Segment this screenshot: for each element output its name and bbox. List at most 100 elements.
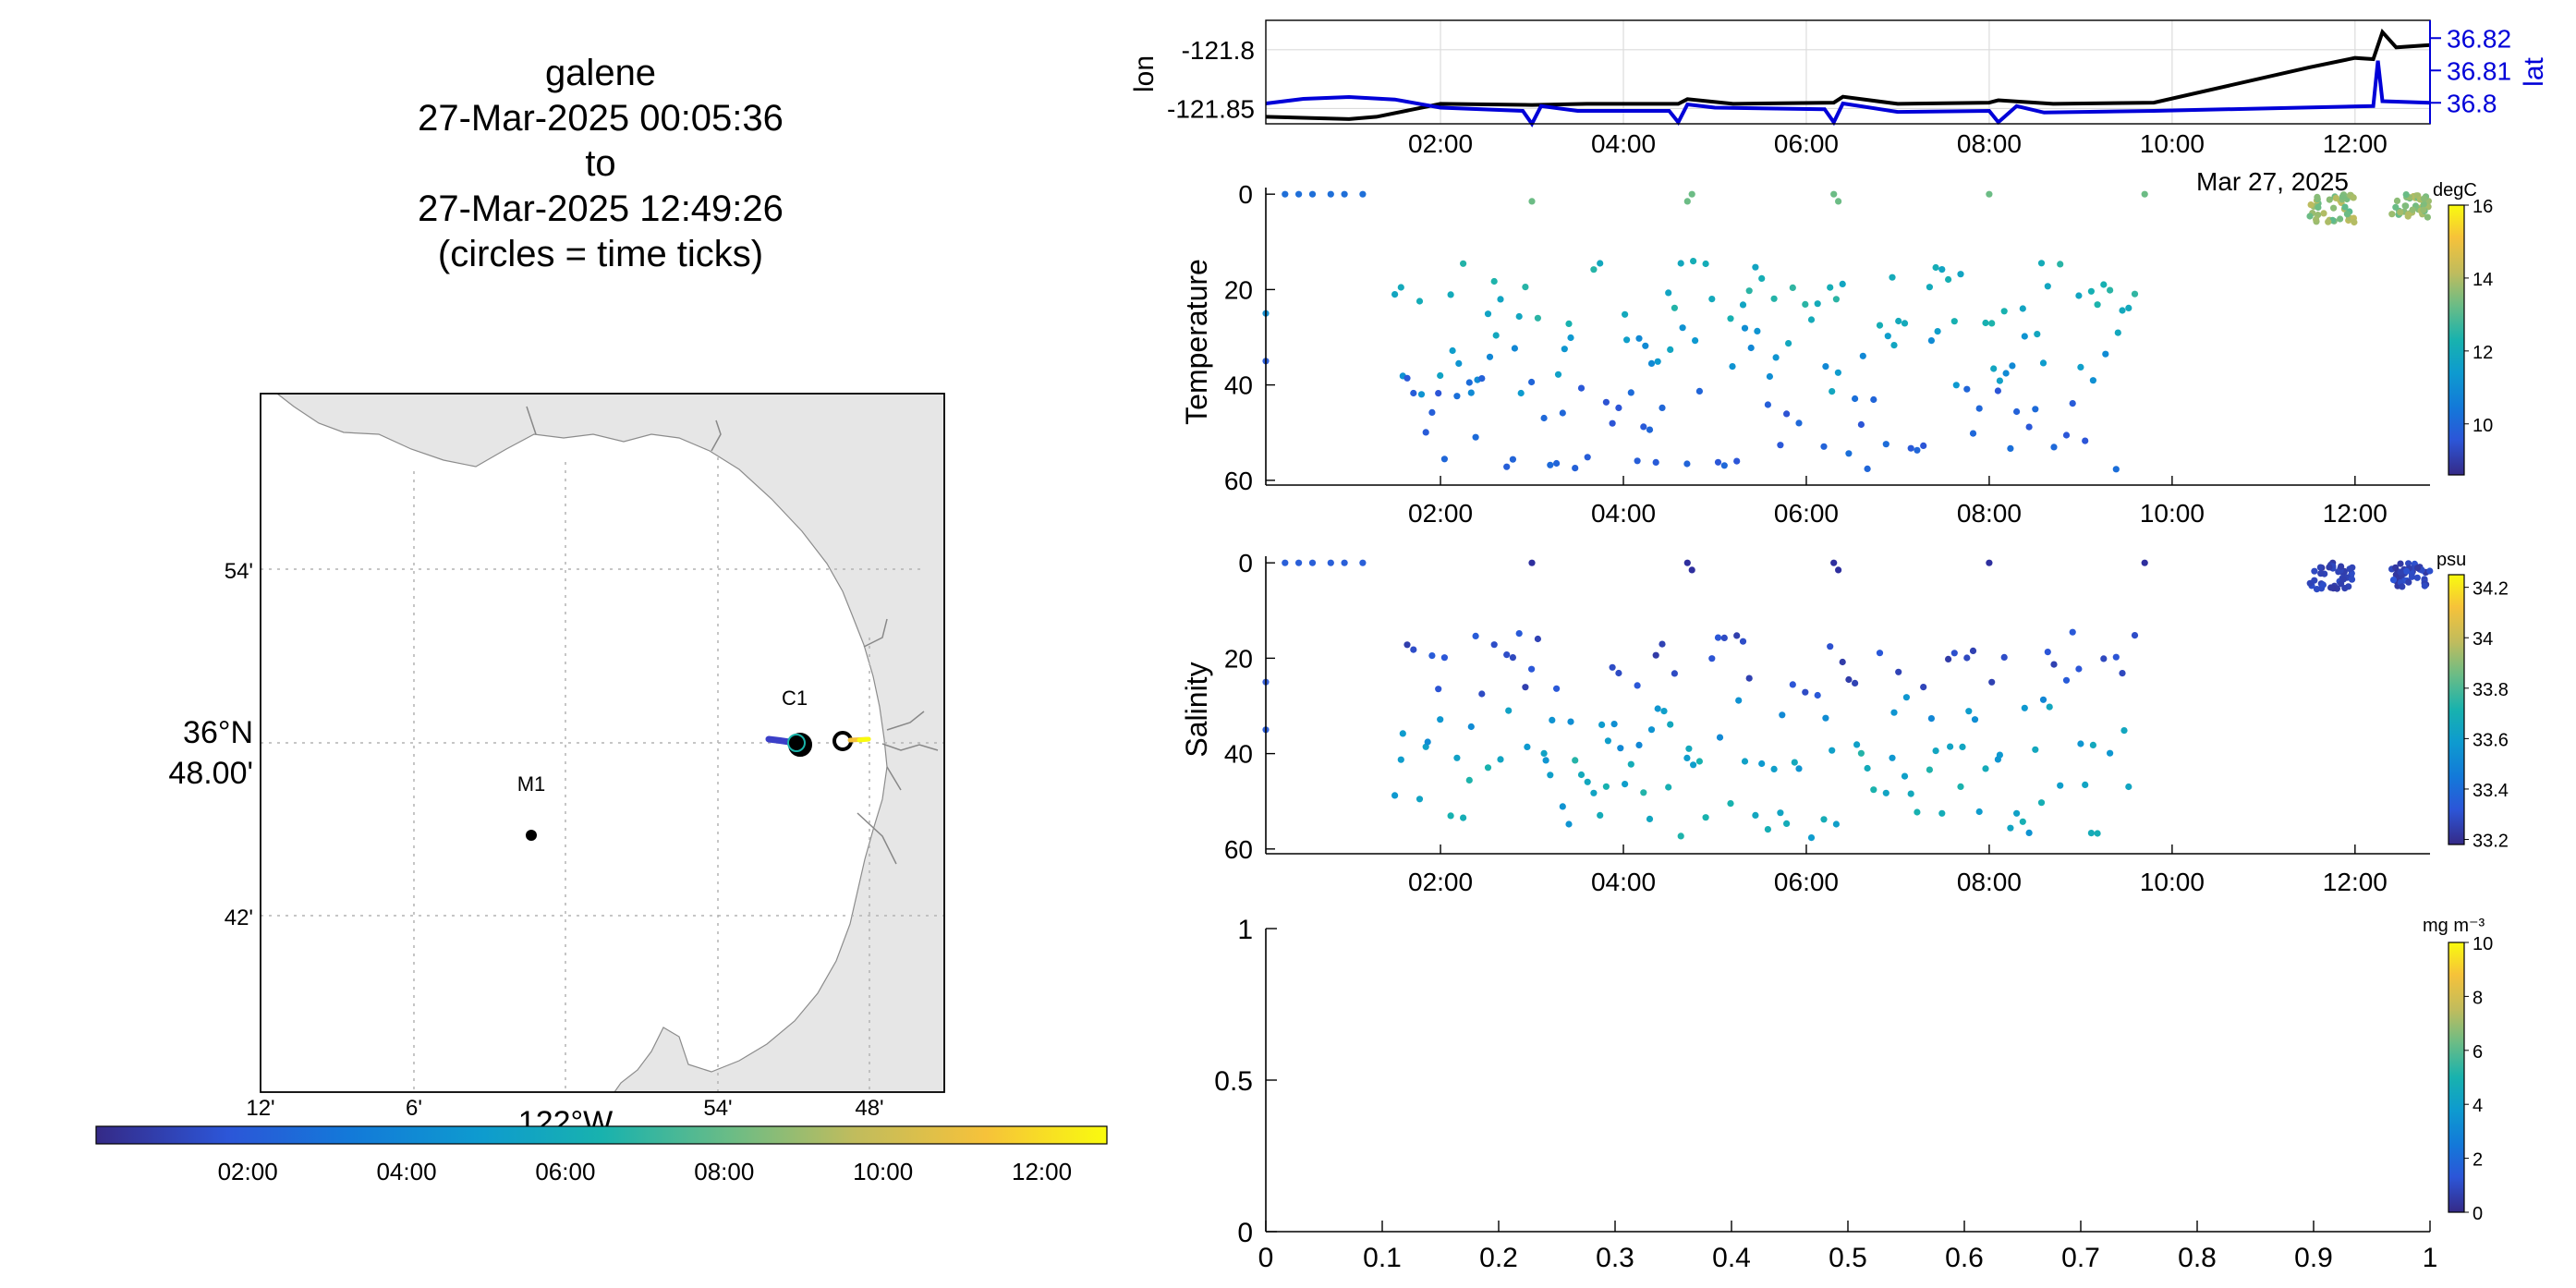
data-point — [1503, 463, 1511, 470]
title-line-4: 27-Mar-2025 12:49:26 — [418, 188, 784, 229]
data-point — [1505, 707, 1513, 714]
data-point — [2319, 581, 2327, 589]
data-point — [2405, 578, 2412, 586]
temperature-axis-label: Temperature — [1180, 259, 1213, 425]
data-point — [1783, 410, 1791, 418]
panel-temperature: 0 20 40 60 02:00 04:00 06:00 08:00 10:00 12:00 Te… — [1180, 167, 2493, 528]
data-point — [1785, 340, 1792, 347]
data-point — [1835, 566, 1842, 574]
data-point — [1497, 756, 1504, 763]
data-point — [1561, 346, 1568, 353]
data-point — [1465, 776, 1473, 784]
data-point — [1467, 389, 1475, 396]
data-point — [1783, 820, 1791, 828]
data-point — [1950, 318, 1958, 325]
data-point — [1864, 465, 1871, 472]
data-point — [1708, 655, 1716, 662]
data-point — [1627, 389, 1634, 396]
data-point — [1572, 757, 1579, 764]
data-point — [1822, 363, 1829, 371]
data-point — [1820, 443, 1828, 450]
data-point — [1764, 401, 1771, 408]
y-tick-label: 60 — [1224, 467, 1253, 495]
data-point — [1490, 277, 1498, 286]
data-point — [1453, 393, 1461, 400]
data-point — [1416, 298, 1424, 305]
data-point — [1902, 694, 1910, 701]
data-point — [1770, 295, 1778, 302]
data-point — [1428, 652, 1436, 660]
data-point — [1602, 783, 1610, 790]
data-point — [1422, 429, 1429, 436]
colorbar-tick-label: 2 — [2473, 1150, 2483, 1171]
data-point — [1688, 566, 1695, 574]
data-point — [1791, 759, 1798, 766]
data-point — [1522, 284, 1529, 291]
data-point — [2397, 209, 2404, 216]
lonlat-x-tick: 10:00 — [2140, 129, 2205, 158]
data-point — [2069, 400, 2076, 407]
data-point — [2050, 444, 2058, 451]
data-point — [1745, 674, 1753, 682]
data-point — [2316, 564, 2324, 571]
data-point — [1758, 274, 1766, 282]
colorbar-tick-label: 4 — [2473, 1096, 2483, 1116]
data-point — [1772, 354, 1780, 361]
data-point — [1692, 337, 1699, 345]
data-point — [2141, 190, 2148, 198]
data-point — [1957, 271, 1964, 278]
data-point — [1437, 716, 1444, 723]
data-point — [1654, 705, 1661, 712]
data-point — [1735, 697, 1743, 704]
data-point — [1497, 296, 1504, 303]
data-point — [1460, 260, 1467, 267]
data-point — [1598, 721, 1606, 729]
data-point — [1627, 760, 1634, 768]
data-point — [1554, 371, 1562, 378]
data-point — [2313, 215, 2320, 224]
data-point — [1988, 678, 1996, 686]
data-point — [2315, 203, 2322, 212]
data-point — [2408, 573, 2415, 580]
data-point — [2089, 741, 2096, 749]
data-point — [1449, 346, 1456, 355]
data-point — [1758, 759, 1766, 768]
colorbar-tick-label: 0 — [2473, 1204, 2483, 1224]
data-point — [1733, 632, 1741, 639]
data-point — [1864, 764, 1871, 772]
data-point — [1640, 789, 1647, 796]
data-point — [2062, 431, 2071, 439]
data-point — [1963, 385, 1971, 393]
data-point — [1870, 395, 1877, 404]
data-point — [1509, 456, 1516, 463]
data-point — [1882, 789, 1889, 796]
data-point — [2082, 437, 2089, 444]
data-point — [1282, 190, 1289, 198]
x-tick-label: 04:00 — [1591, 868, 1656, 896]
data-point — [2025, 423, 2033, 431]
data-point — [2077, 363, 2084, 371]
data-point — [1478, 375, 1486, 383]
data-point — [1820, 816, 1828, 823]
data-point — [1727, 315, 1734, 322]
temperature-colorbar — [2448, 204, 2465, 476]
data-point — [1584, 454, 1591, 461]
data-point — [1708, 296, 1716, 303]
data-point — [1559, 803, 1566, 810]
data-point — [1729, 363, 1736, 371]
data-point — [2389, 577, 2398, 584]
data-point — [1890, 342, 1898, 349]
data-point — [2313, 586, 2321, 593]
data-point — [1327, 559, 1334, 566]
lonlat-x-tick: 02:00 — [1408, 129, 1473, 158]
data-point — [2314, 193, 2321, 200]
data-point — [1453, 754, 1461, 761]
data-point — [1455, 359, 1463, 367]
colorbar-tick-label: 14 — [2473, 270, 2493, 290]
data-point — [1623, 336, 1631, 344]
data-point — [1478, 690, 1486, 698]
data-point — [2131, 290, 2139, 298]
lonlat-x-tick: 08:00 — [1957, 129, 2022, 158]
data-point — [1975, 808, 1983, 816]
data-point — [1907, 790, 1914, 797]
